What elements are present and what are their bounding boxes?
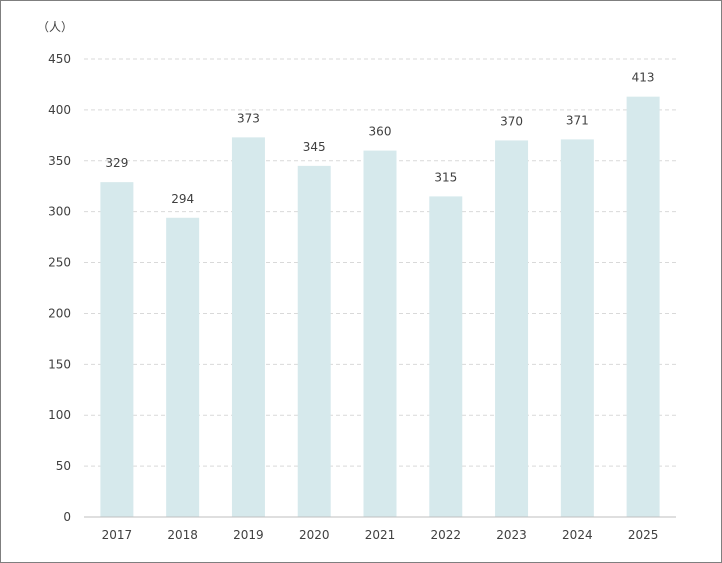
data-label-2023: 370	[500, 114, 523, 128]
x-tick-label: 2017	[102, 528, 133, 542]
x-axis-ticks: 2017 2018 2019 2020 2021 2022 2023 2024 2025	[102, 528, 659, 542]
y-tick-label: 250	[48, 256, 71, 270]
x-tick-label: 2019	[233, 528, 264, 542]
bar-2025	[626, 96, 660, 517]
bar-2024	[560, 139, 594, 517]
x-tick-label: 2025	[628, 528, 659, 542]
data-labels: 329 294 373 345 360 315 370 371 413	[105, 71, 654, 206]
y-tick-label: 150	[48, 357, 71, 371]
y-tick-label: 100	[48, 408, 71, 422]
bar-2021	[363, 150, 397, 517]
x-tick-label: 2022	[431, 528, 462, 542]
bar-2018	[166, 217, 200, 518]
y-tick-label: 200	[48, 306, 71, 320]
y-tick-label: 300	[48, 205, 71, 219]
bar-2022	[429, 196, 463, 517]
y-tick-label: 50	[56, 459, 71, 473]
bar-2023	[495, 140, 529, 517]
y-tick-label: 350	[48, 154, 71, 168]
x-tick-label: 2020	[299, 528, 330, 542]
data-label-2017: 329	[105, 156, 128, 170]
bar-2020	[297, 165, 331, 517]
data-label-2020: 345	[303, 140, 326, 154]
data-label-2025: 413	[632, 71, 655, 85]
data-label-2022: 315	[434, 170, 457, 184]
y-tick-label: 450	[48, 52, 71, 66]
bar-2017	[100, 182, 134, 517]
x-tick-label: 2021	[365, 528, 396, 542]
data-label-2024: 371	[566, 113, 589, 127]
bar-2019	[231, 137, 265, 517]
bars	[100, 96, 660, 518]
data-label-2021: 360	[369, 125, 392, 139]
y-tick-label: 400	[48, 103, 71, 117]
data-label-2019: 373	[237, 111, 260, 125]
y-axis-unit-label: （人）	[37, 20, 73, 34]
x-tick-label: 2018	[167, 528, 198, 542]
x-tick-label: 2024	[562, 528, 593, 542]
y-axis-ticks: 0 50 100 150 200 250 300 350 400 450	[48, 52, 71, 524]
data-label-2018: 294	[171, 192, 194, 206]
x-tick-label: 2023	[496, 528, 527, 542]
y-tick-label: 0	[63, 510, 71, 524]
